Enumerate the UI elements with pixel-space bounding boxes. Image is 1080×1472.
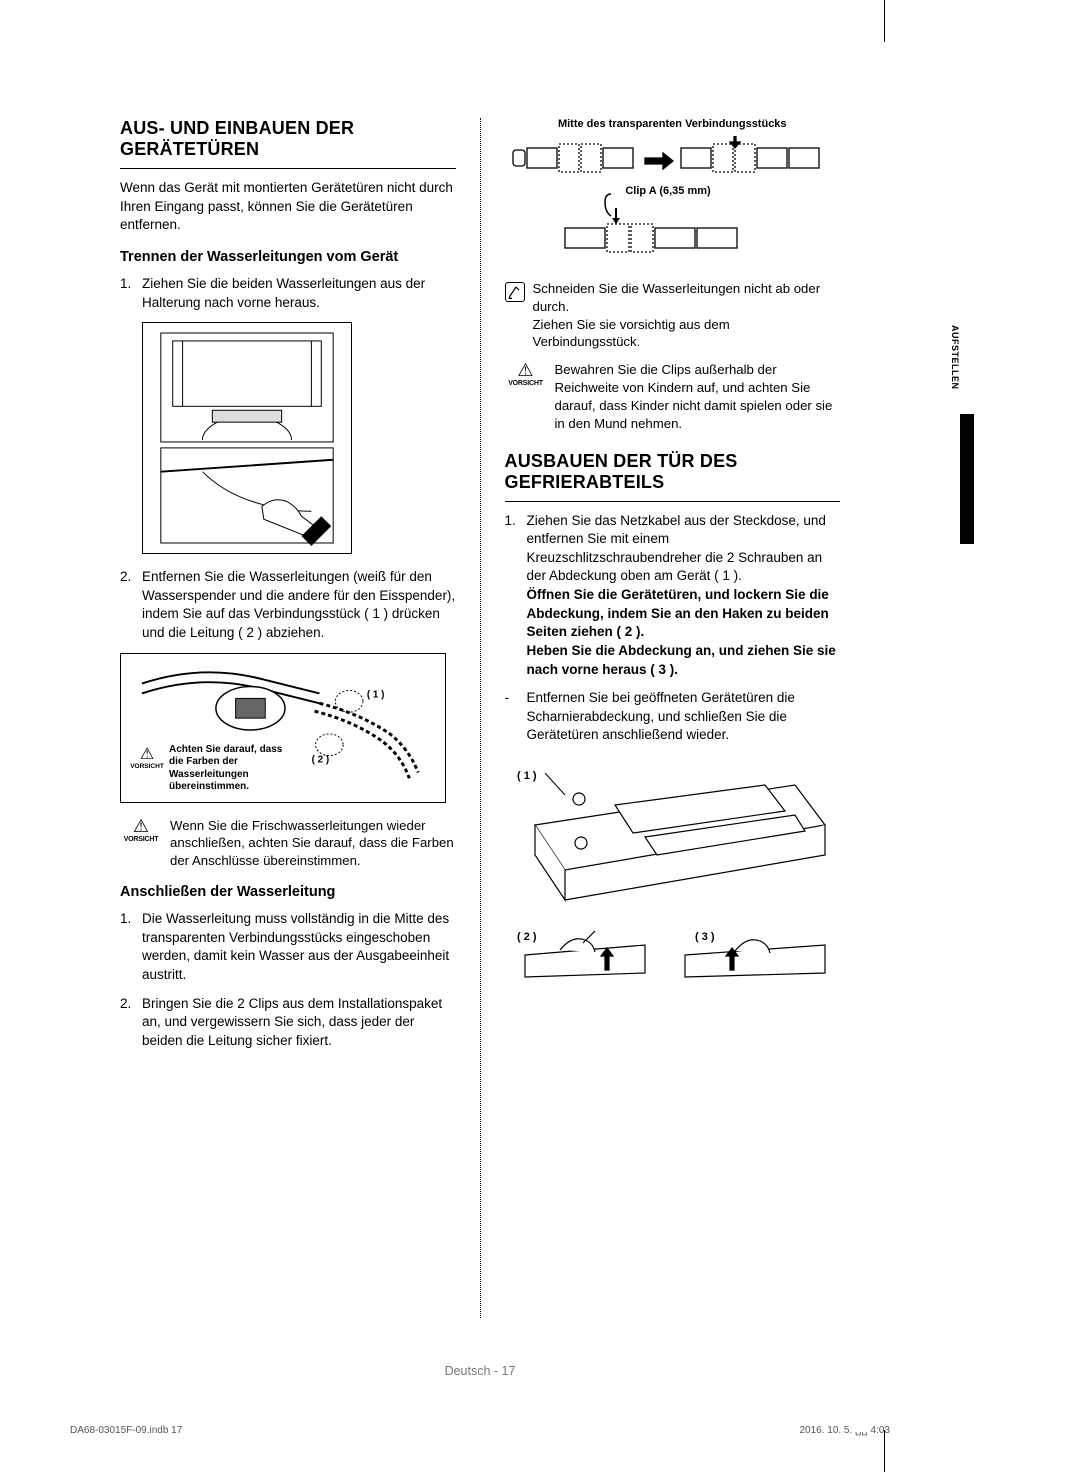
- svg-text:( 3 ): ( 3 ): [695, 931, 715, 943]
- section-heading-2: AUSBAUEN DER TÜR DES GEFRIERABTEILS: [505, 451, 841, 493]
- info-note: Schneiden Sie die Wasserleitungen nicht …: [505, 280, 841, 351]
- svg-text:( 1 ): ( 1 ): [517, 770, 537, 782]
- section-heading-1: AUS- UND EINBAUEN DER GERÄTETÜREN: [120, 118, 456, 160]
- side-tab-marker: [960, 414, 974, 544]
- figure-clip: Clip A (6,35 mm): [505, 136, 831, 266]
- right-column: Mitte des transparenten Verbindungsstück…: [505, 118, 841, 1318]
- warning-icon: ⚠: [120, 817, 162, 835]
- caution-note-1: ⚠ VORSICHT Wenn Sie die Frischwasserleit…: [120, 817, 456, 870]
- subheading-1: Trennen der Wasserleitungen vom Gerät: [120, 249, 456, 265]
- right-step-1: 1. Ziehen Sie das Netzkabel aus der Stec…: [505, 512, 841, 680]
- figure-connector: ( 1 ) ( 2 ) ⚠ VORSICHT Achten Sie darauf…: [120, 653, 446, 803]
- step-2: 2. Entfernen Sie die Wasserleitungen (we…: [120, 568, 456, 643]
- svg-text:( 2 ): ( 2 ): [517, 931, 537, 943]
- info-icon: [505, 282, 525, 302]
- intro-text: Wenn das Gerät mit montierten Gerätetüre…: [120, 179, 456, 235]
- warning-icon: ⚠: [505, 361, 547, 379]
- subheading-2: Anschließen der Wasserleitung: [120, 884, 456, 900]
- caution-icon-inline: ⚠ VORSICHT: [127, 747, 167, 770]
- right-dash-item: - Entfernen Sie bei geöffneten Gerätetür…: [505, 689, 841, 745]
- svg-text:( 2 ): ( 2 ): [312, 754, 330, 765]
- column-separator: [480, 118, 481, 1318]
- sub2-step-1: 1. Die Wasserleitung muss vollständig in…: [120, 910, 456, 985]
- side-tab: AUFSTELLEN: [940, 304, 960, 404]
- footer-doc-id: DA68-03015F-09.indb 17: [70, 1425, 182, 1436]
- connector-top-label: Mitte des transparenten Verbindungsstück…: [505, 118, 841, 130]
- figure-water-lines: [142, 322, 352, 554]
- footer-date: 2016. 10. 5. ␣␣ 4:03: [799, 1425, 890, 1436]
- figure-2-caption: Achten Sie darauf, dass die Farben der W…: [169, 744, 289, 794]
- step-1: 1. Ziehen Sie die beiden Wasserleitungen…: [120, 275, 456, 312]
- sub2-step-2: 2. Bringen Sie die 2 Clips aus dem Insta…: [120, 995, 456, 1051]
- figure-top-cover: ( 1 ) ( 2 ): [505, 755, 831, 979]
- svg-text:Clip A (6,35 mm): Clip A (6,35 mm): [625, 185, 711, 197]
- svg-text:( 1 ): ( 1 ): [367, 689, 385, 700]
- footer-page: Deutsch - 17: [120, 1364, 840, 1378]
- caution-note-2: ⚠ VORSICHT Bewahren Sie die Clips außerh…: [505, 361, 841, 432]
- left-column: AUS- UND EINBAUEN DER GERÄTETÜREN Wenn d…: [120, 118, 456, 1318]
